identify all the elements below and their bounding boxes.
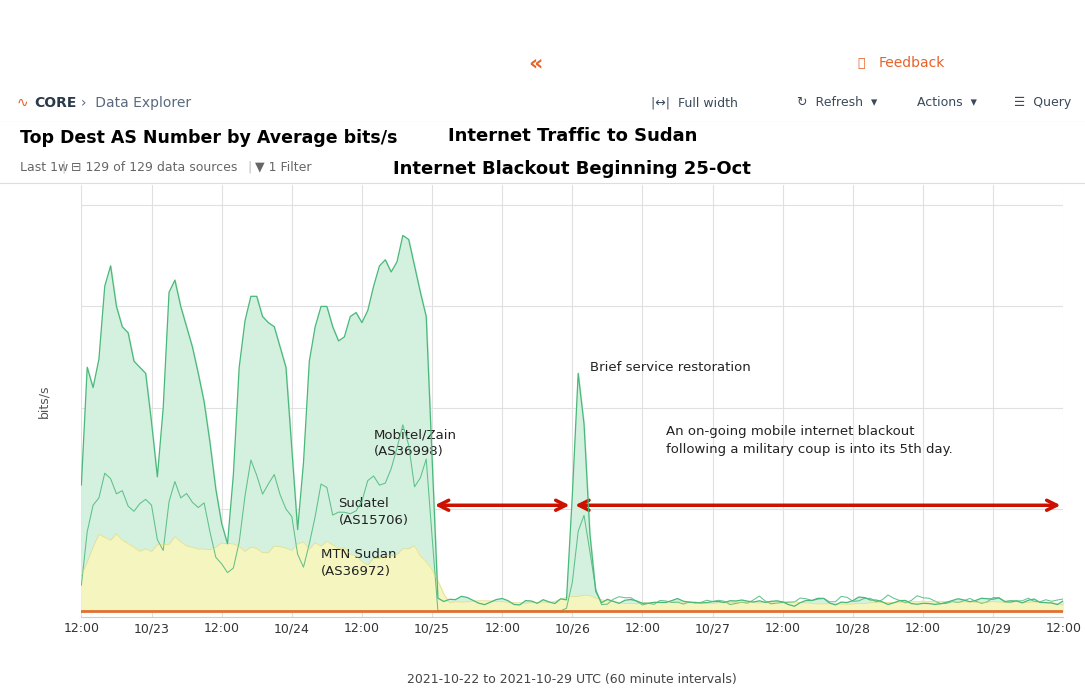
Text: ›  Data Explorer: › Data Explorer	[81, 95, 191, 110]
Text: Brief service restoration: Brief service restoration	[590, 361, 751, 374]
Text: ≡  Menu: ≡ Menu	[20, 56, 81, 71]
Text: bits/s: bits/s	[38, 384, 51, 418]
Text: kentik.: kentik.	[545, 54, 626, 73]
Text: 💬: 💬	[857, 57, 865, 70]
Text: ↻  Refresh  ▾: ↻ Refresh ▾	[797, 96, 878, 109]
Text: ☰  Query: ☰ Query	[1014, 96, 1072, 109]
Text: CORE: CORE	[35, 95, 77, 110]
Text: Sudatel
(AS15706): Sudatel (AS15706)	[339, 497, 409, 527]
Text: Top Dest AS Number by Average bits/s: Top Dest AS Number by Average bits/s	[20, 129, 397, 146]
Text: Mobitel/Zain
(AS36998): Mobitel/Zain (AS36998)	[373, 428, 457, 458]
Text: ▾: ▾	[1058, 57, 1064, 70]
Text: |: |	[247, 160, 252, 174]
Text: «: «	[528, 54, 542, 73]
Text: ⊟ 129 of 129 data sources: ⊟ 129 of 129 data sources	[71, 160, 237, 174]
Text: 🔍: 🔍	[982, 56, 991, 70]
Text: ▼ 1 Filter: ▼ 1 Filter	[255, 160, 311, 174]
Text: Last 1w: Last 1w	[20, 160, 67, 174]
Text: Internet Blackout Beginning 25-Oct: Internet Blackout Beginning 25-Oct	[394, 160, 751, 178]
Text: Actions  ▾: Actions ▾	[917, 96, 976, 109]
Text: ∿: ∿	[16, 95, 28, 110]
Text: MTN Sudan
(AS36972): MTN Sudan (AS36972)	[321, 548, 396, 578]
Text: |: |	[62, 160, 66, 174]
Text: Feedback: Feedback	[879, 56, 945, 70]
Text: |↔|  Full width: |↔| Full width	[651, 96, 738, 109]
Text: An on-going mobile internet blackout
following a military coup is into its 5th d: An on-going mobile internet blackout fol…	[666, 425, 953, 456]
Text: 👤: 👤	[1025, 56, 1034, 70]
Text: 2021-10-22 to 2021-10-29 UTC (60 minute intervals): 2021-10-22 to 2021-10-29 UTC (60 minute …	[408, 673, 737, 686]
Text: Internet Traffic to Sudan: Internet Traffic to Sudan	[448, 127, 697, 145]
